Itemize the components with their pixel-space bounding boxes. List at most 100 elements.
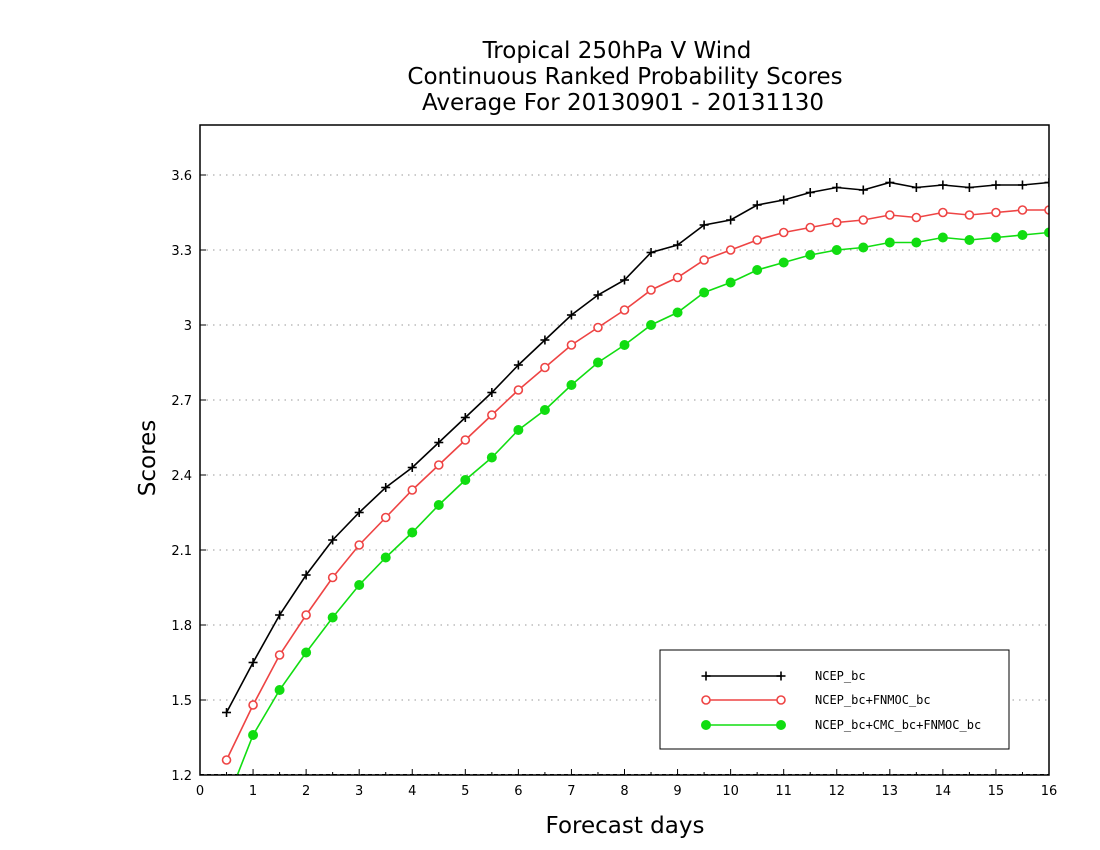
- series-0-point-27: [938, 180, 948, 190]
- series-0-point-14: [593, 290, 603, 300]
- series-2-point-23: [831, 245, 842, 255]
- series-0-point-25: [885, 178, 895, 187]
- x-tick-label-14: 14: [935, 784, 952, 799]
- y-tick-label-1: 1.5: [171, 694, 192, 709]
- series-1-point-28: [964, 210, 975, 220]
- series-0-point-3: [301, 570, 311, 580]
- series-2-point-14: [592, 357, 603, 368]
- series-1-point-3: [301, 610, 311, 620]
- legend-marker-left-2: [701, 720, 711, 730]
- series-0-point-24: [858, 185, 868, 195]
- series-0-point-22: [805, 188, 815, 197]
- series-1-point-18: [699, 255, 709, 265]
- series-1-point-15: [619, 305, 630, 315]
- series-2-point-3: [301, 647, 312, 658]
- series-2-point-9: [460, 475, 471, 485]
- series-2-point-7: [407, 527, 418, 538]
- title-line-3: Average For 20130901 - 20131130: [422, 90, 824, 116]
- series-0-point-31: [1044, 178, 1049, 187]
- series-2-point-11: [513, 425, 524, 435]
- series-0-point-0: [222, 708, 232, 717]
- legend-marker-right-1: [776, 695, 786, 705]
- series-1-point-13: [566, 340, 577, 350]
- series-1-point-22: [805, 222, 816, 233]
- series-0-point-12: [540, 335, 550, 345]
- x-tick-label-8: 8: [620, 784, 628, 799]
- series-1-point-25: [885, 210, 895, 220]
- y-tick-label-2: 1.8: [171, 619, 192, 634]
- series-2-point-10: [486, 452, 497, 463]
- y-tick-label-0: 1.2: [171, 769, 192, 784]
- title-line-2: Continuous Ranked Probability Scores: [407, 64, 842, 90]
- series-1-point-1: [248, 700, 258, 710]
- series-0-point-9: [460, 413, 470, 422]
- y-tick-label-7: 3.3: [171, 244, 192, 259]
- x-tick-label-3: 3: [355, 784, 363, 799]
- legend-marker-left-1: [701, 695, 711, 705]
- x-tick-label-7: 7: [567, 784, 575, 799]
- series-2-point-30: [1017, 230, 1028, 240]
- y-tick-label-6: 3: [184, 319, 192, 334]
- series-1-point-0: [221, 755, 232, 765]
- title-line-1: Tropical 250hPa V Wind: [482, 38, 752, 64]
- series-2-point-29: [990, 232, 1001, 243]
- x-tick-label-12: 12: [828, 784, 845, 799]
- series-1-point-6: [380, 512, 391, 523]
- series-0-point-29: [991, 180, 1001, 190]
- series-2-point-16: [646, 320, 657, 330]
- series-1-point-23: [831, 217, 842, 228]
- series-0-point-8: [434, 438, 444, 447]
- series-0-point-7: [407, 463, 417, 472]
- series-0-point-19: [726, 215, 736, 225]
- series-1-point-7: [407, 485, 418, 495]
- chart-title: Tropical 250hPa V Wind Continuous Ranked…: [407, 38, 842, 116]
- series-0-point-4: [328, 535, 338, 545]
- series-2-point-18: [699, 287, 710, 298]
- series-2-point-8: [433, 500, 444, 510]
- series-2-point-27: [937, 232, 948, 243]
- series-0-point-18: [699, 220, 709, 230]
- x-axis-title: Forecast days: [546, 813, 705, 839]
- series-0-point-15: [620, 275, 629, 285]
- series-2-point-22: [805, 250, 816, 260]
- legend-marker-left-0: [701, 671, 711, 681]
- series-0-point-11: [513, 360, 523, 370]
- x-tick-label-11: 11: [775, 784, 792, 799]
- series-1-point-8: [433, 460, 444, 470]
- series-1-point-21: [778, 227, 789, 238]
- series-2-point-15: [619, 340, 630, 350]
- series-1-point-9: [460, 435, 471, 445]
- series-2-point-1: [248, 730, 259, 740]
- legend-marker-right-2: [776, 720, 786, 730]
- series-line-0: [225, 181, 1049, 713]
- series-1-point-31: [1044, 205, 1049, 215]
- series-0-point-2: [275, 610, 285, 620]
- series-0-point-23: [832, 183, 842, 192]
- series-1-point-30: [1017, 205, 1028, 215]
- series-1-point-5: [354, 540, 364, 550]
- series-0-point-1: [248, 658, 258, 667]
- series-2-point-2: [274, 685, 285, 695]
- x-tick-label-5: 5: [461, 784, 469, 799]
- series-2-point-25: [884, 237, 895, 248]
- series-1-point-17: [672, 272, 683, 283]
- series-1-point-11: [513, 385, 524, 395]
- series-0-point-20: [752, 200, 762, 210]
- series-1-point-26: [911, 212, 922, 223]
- series-2-point-20: [752, 265, 763, 275]
- series-2-point-4: [327, 612, 338, 623]
- x-tick-label-15: 15: [988, 784, 1005, 799]
- series-1-point-12: [540, 362, 550, 373]
- series-2-point-6: [380, 552, 391, 563]
- series-0-point-30: [1017, 180, 1027, 190]
- series-0-point-16: [646, 248, 656, 257]
- series-2-point-31: [1044, 227, 1049, 238]
- series-2-point-17: [672, 307, 683, 318]
- x-tick-label-16: 16: [1041, 784, 1058, 799]
- series-2-point-12: [539, 405, 550, 415]
- legend-label-1: NCEP_bc+FNMOC_bc: [815, 693, 931, 707]
- series-2: [236, 227, 1049, 775]
- legend-label-0: NCEP_bc: [815, 669, 866, 683]
- legend-label-2: NCEP_bc+CMC_bc+FNMOC_bc: [815, 718, 981, 732]
